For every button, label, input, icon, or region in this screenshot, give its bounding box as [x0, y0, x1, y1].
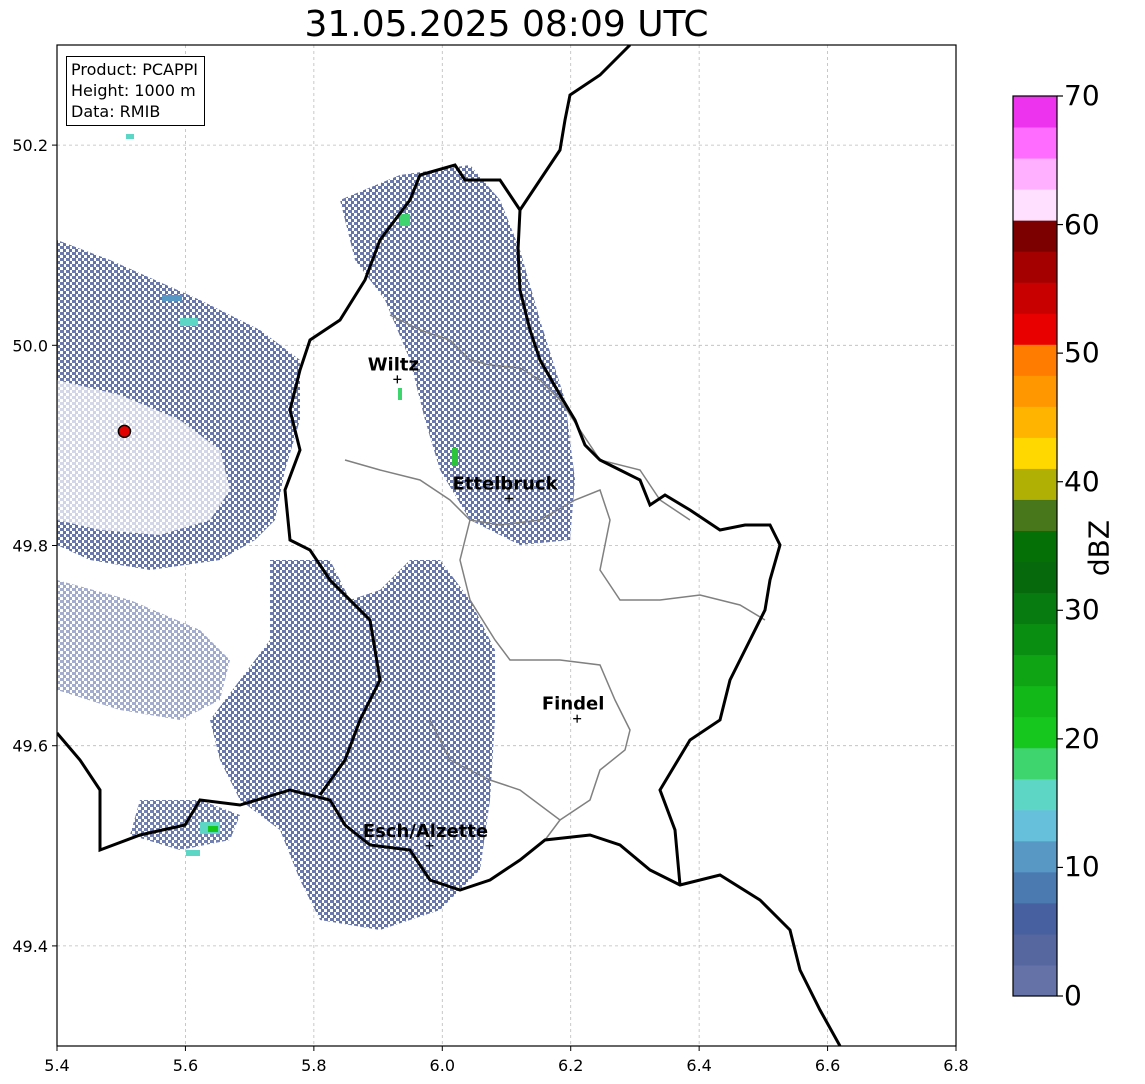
x-tick-label: 5.8 [301, 1056, 326, 1075]
y-tick-label: 49.4 [12, 937, 48, 956]
echo-cell [186, 850, 200, 856]
echo-cell [126, 134, 134, 139]
echo-cell [208, 826, 218, 832]
country-border [516, 45, 782, 886]
colorbar-tick-label: 50 [1064, 336, 1100, 370]
echo-area-southwest [210, 560, 495, 930]
colorbar-tick-label: 0 [1064, 979, 1082, 1012]
y-tick-label: 50.2 [12, 136, 48, 155]
canton-border [389, 314, 691, 521]
x-tick-label: 6.4 [686, 1056, 711, 1075]
colorbar-tick-label: 30 [1064, 593, 1100, 627]
colorbar-label: dBZ [1082, 519, 1116, 577]
city-label: Esch/Alzette [363, 821, 488, 842]
canton-border [429, 719, 562, 841]
echo-area-north [340, 165, 575, 545]
x-tick-label: 5.6 [173, 1056, 198, 1075]
colorbar-tick-label: 20 [1064, 721, 1100, 755]
x-tick-label: 6.0 [430, 1056, 455, 1075]
city-markers: Wiltz Ettelbruck Findel Esch/Alzette [363, 354, 605, 850]
country-border [283, 163, 522, 796]
x-tick-label: 6.2 [558, 1056, 583, 1075]
radar-site-marker [117, 424, 132, 439]
echo-cell [452, 448, 458, 466]
echo-cell [400, 214, 410, 226]
city-label: Wiltz [368, 354, 419, 375]
x-tick-label: 5.4 [44, 1056, 69, 1075]
height-label: Height: 1000 m [71, 81, 196, 100]
reflectivity-layer [57, 134, 575, 930]
y-tick-label: 49.6 [12, 737, 48, 756]
x-tick-label: 6.8 [943, 1056, 968, 1075]
y-axis-ticks: 49.4 49.6 49.8 50.0 50.2 [12, 136, 57, 956]
x-axis-ticks: 5.4 5.6 5.8 6.0 6.2 6.4 6.6 6.8 [44, 1046, 969, 1075]
colorbar-tick-label: 10 [1064, 850, 1100, 884]
colorbar-tick-label: 40 [1064, 464, 1100, 498]
colorbar-tick-label: 70 [1064, 79, 1100, 112]
y-tick-label: 50.0 [12, 336, 48, 355]
city-label: Findel [542, 694, 605, 715]
y-tick-label: 49.8 [12, 537, 48, 556]
echo-cell [180, 318, 198, 326]
x-tick-label: 6.6 [815, 1056, 840, 1075]
data-source-label: Data: RMIB [71, 102, 161, 121]
country-border [57, 732, 842, 1046]
echo-cell [398, 388, 402, 400]
product-info-box: Product: PCAPPI Height: 1000 m Data: RMI… [66, 56, 206, 126]
borders [57, 45, 842, 1046]
echo-area-west-inner [57, 380, 230, 535]
colorbar-tick-label: 60 [1064, 207, 1100, 241]
chart-title: 31.05.2025 08:09 UTC [304, 4, 709, 45]
product-label: Product: PCAPPI [71, 60, 199, 79]
echo-cell [162, 295, 182, 301]
canton-border [459, 519, 631, 821]
city-label: Ettelbruck [453, 473, 559, 494]
echo-area-west-lower [57, 580, 230, 720]
canton-border [344, 459, 766, 621]
